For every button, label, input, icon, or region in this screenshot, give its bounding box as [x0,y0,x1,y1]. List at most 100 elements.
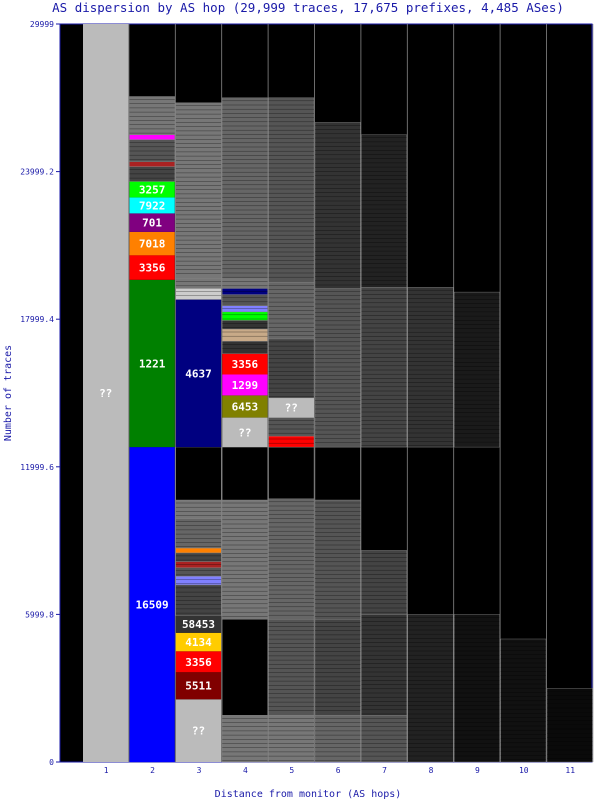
segment-hop-3-58453 [175,615,222,633]
column-hop-10 [500,638,547,763]
segment-label: 3356 [139,262,166,275]
segment-hop-3-as-block-10 [175,547,222,554]
segment-hop-4-as-block-0 [221,715,268,763]
column-hop-6 [314,122,361,763]
segment-hop-3-as-block-11 [175,518,222,549]
column-hop-4: ?? 6453 1299 3356 [221,97,268,763]
segment-hop-4-as-block-2 [221,499,268,620]
x-tick-label: 11 [565,766,575,775]
y-tick-label: 11999.6 [20,463,54,472]
segment-hop-4-as-block-1 [221,619,268,716]
segment-hop-3-as-block-13 [175,446,222,501]
segment-label: 7018 [139,238,166,251]
x-tick-label: 5 [289,766,294,775]
segment-hop-6-as-block-3 [314,446,361,501]
column-hop-11 [546,688,593,763]
x-tick-label: 2 [150,766,155,775]
segment-label: 1299 [232,379,259,392]
x-tick-label: 1 [104,766,109,775]
segment-hop-7-as-block-0 [361,715,407,763]
y-axis-ticks: 0 5999.8 11999.6 17999.4 23999.2 29999 [20,20,60,767]
segment-hop-11-as-block-0 [546,688,593,763]
segment-hop-5-unknownunknown [268,397,314,418]
segment-hop-7-as-block-1 [361,614,407,716]
segment-hop-3-4637 [175,299,222,448]
segment-hop-3-5511 [175,672,222,700]
segment-hop-6-as-block-0 [314,715,361,763]
x-tick-label: 8 [429,766,434,775]
segment-hop-2-701 [129,213,175,232]
segment-hop-4-1299 [222,374,268,396]
segment-hop-3-3356 [175,651,222,673]
segment-hop-2-as-block-9 [129,139,175,162]
segment-hop-4-as-block-16 [221,97,268,279]
segment-hop-2-16509 [129,447,175,762]
segment-hop-7-as-block-2 [361,550,407,615]
segment-hop-4-6453 [222,395,268,418]
y-tick-label: 23999.2 [20,168,54,177]
segment-label: 701 [142,217,162,230]
y-tick-label: 17999.4 [20,315,54,324]
column-hop-1: ?? [83,24,129,762]
segment-hop-2-as-block-8 [129,161,175,167]
segment-hop-2-1221 [129,279,175,448]
segment-label: 3257 [139,183,166,196]
segment-hop-5-as-block-2 [268,498,315,620]
stacked-columns: ?? 16509 1221 3356 7018 701 7922 3257?? 5511 3356… [83,24,593,763]
segment-hop-6-as-block-5 [314,122,361,289]
segment-hop-5-as-block-9 [268,97,315,283]
segment-label: 3356 [232,358,259,371]
segment-hop-9-as-block-0 [454,614,500,763]
segment-hop-5-as-block-4 [268,435,315,448]
segment-hop-5-as-block-1 [268,619,315,716]
x-tick-label: 10 [519,766,529,775]
segment-hop-2-as-block-10 [129,134,175,140]
segment-hop-9-as-block-1 [454,291,500,448]
segment-hop-4-as-block-3 [221,446,268,501]
segment-hop-3-as-block-17 [175,102,222,279]
y-tick-label: 29999 [30,20,54,29]
segment-label: 6453 [232,401,259,414]
segment-hop-2-as-block-11 [129,96,175,135]
segment-label: ?? [192,725,205,738]
chart-title: AS dispersion by AS hop (29,999 traces, … [52,0,564,15]
segment-label: 4134 [185,636,212,649]
segment-hop-2-3356 [129,255,175,280]
segment-hop-7-as-block-4 [361,134,407,288]
segment-hop-2-7922 [129,197,175,214]
segment-label: ?? [238,426,251,439]
segment-hop-2-7018 [129,231,175,256]
segment-label: 3356 [185,656,212,669]
column-hop-2: 16509 1221 3356 7018 701 7922 3257 [129,96,175,762]
segment-label: 1221 [139,358,166,371]
column-hop-5: ?? [268,97,315,763]
segment-label: 16509 [136,599,169,612]
x-tick-label: 7 [382,766,387,775]
segment-hop-2-3257 [129,181,175,198]
x-axis-ticks: 1 2 3 4 5 6 7 8 9 10 11 [104,766,575,775]
segment-hop-4-as-block-15 [221,278,268,289]
segment-hop-5-as-block-0 [268,715,315,763]
y-tick-label: 5999.8 [25,610,54,619]
segment-hop-10-as-block-0 [500,638,547,763]
column-hop-3: ?? 5511 3356 4134 58453 4637 [175,102,222,762]
x-axis-label: Distance from monitor (AS hops) [215,789,402,800]
segment-hop-6-as-block-1 [314,619,361,716]
segment-hop-6-as-block-4 [314,288,361,448]
segment-hop-3-unknownunknown [175,699,222,762]
segment-label: 7922 [139,199,166,212]
y-axis-label: Number of traces [3,345,14,441]
segment-hop-1-unknownunknown [83,24,129,762]
segment-label: ?? [99,387,112,400]
column-hop-7 [361,134,407,763]
x-tick-label: 9 [475,766,480,775]
segment-hop-4-as-block-13 [221,294,268,306]
segment-hop-3-as-block-16 [175,278,222,289]
segment-hop-3-4134 [175,632,222,652]
segment-hop-6-as-block-2 [314,499,361,620]
segment-label: 5511 [185,680,212,693]
segment-hop-5-as-block-7 [268,338,315,399]
segment-hop-3-as-block-15 [175,288,222,300]
segment-hop-4-unknownunknown [222,417,268,448]
